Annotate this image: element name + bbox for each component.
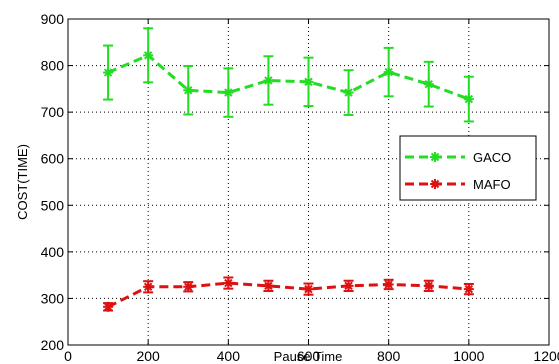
- data-point: [103, 301, 114, 312]
- legend-item: GACO: [405, 150, 511, 165]
- y-tick-label: 200: [41, 337, 65, 353]
- series-layer: [103, 27, 474, 312]
- x-tick-label: 600: [297, 348, 321, 364]
- point-stroke: [384, 67, 393, 77]
- data-point: [183, 85, 194, 96]
- data-point: [343, 87, 354, 98]
- y-tick-label: 700: [41, 104, 65, 120]
- data-point: [263, 280, 274, 291]
- data-point: [183, 281, 194, 292]
- point-stroke: [464, 94, 474, 104]
- data-point: [383, 279, 394, 290]
- point-stroke: [304, 284, 313, 294]
- data-point: [430, 179, 440, 189]
- legend-label: MAFO: [473, 177, 511, 192]
- point-stroke: [184, 282, 193, 291]
- y-tick-label: 500: [41, 197, 65, 213]
- legend-label: GACO: [473, 150, 511, 165]
- data-point: [423, 280, 434, 291]
- y-axis-label: COST(TIME): [15, 144, 30, 220]
- data-point: [223, 87, 234, 98]
- point-stroke: [143, 51, 153, 60]
- data-point: [223, 278, 234, 289]
- point-stroke: [344, 281, 353, 291]
- x-tick-label: 1000: [453, 348, 484, 364]
- y-tick-label: 800: [41, 58, 65, 74]
- legend-box: [399, 135, 537, 201]
- y-tick-label: 900: [41, 11, 65, 27]
- legend: GACO MAFO: [399, 135, 537, 201]
- point-stroke: [424, 281, 433, 291]
- data-point: [430, 152, 440, 162]
- point-stroke: [464, 284, 474, 294]
- point-stroke: [424, 79, 433, 89]
- x-tick-label: 1200: [533, 348, 559, 364]
- data-point: [383, 67, 394, 78]
- point-stroke: [344, 88, 353, 97]
- point-stroke: [143, 282, 153, 291]
- data-point: [343, 280, 354, 291]
- x-tick-label: 800: [377, 348, 401, 364]
- axis-ticks: 0200400600800100012002003004005006007008…: [41, 11, 559, 364]
- series-line: [107, 281, 469, 309]
- point-stroke: [103, 302, 113, 312]
- point-stroke: [224, 278, 233, 288]
- data-point: [303, 76, 314, 87]
- data-point: [103, 67, 114, 78]
- series-mafo: [103, 276, 474, 312]
- point-stroke: [264, 281, 273, 291]
- y-tick-label: 300: [41, 290, 65, 306]
- data-point: [263, 75, 274, 86]
- series-line: [107, 53, 470, 101]
- data-point: [143, 281, 154, 292]
- x-tick-label: 400: [217, 348, 241, 364]
- point-stroke: [184, 86, 193, 95]
- legend-item: MAFO: [405, 177, 511, 192]
- x-tick-label: 200: [136, 348, 160, 364]
- point-stroke: [384, 280, 393, 289]
- point-stroke: [224, 88, 233, 97]
- point-stroke: [304, 77, 313, 87]
- y-tick-label: 600: [41, 151, 65, 167]
- data-point: [143, 50, 154, 61]
- data-point: [303, 284, 314, 295]
- point-stroke: [430, 179, 440, 189]
- x-tick-label: 0: [64, 348, 72, 364]
- data-point: [423, 79, 434, 90]
- data-point: [463, 284, 474, 295]
- series-gaco: [103, 27, 474, 123]
- point-stroke: [103, 68, 113, 77]
- point-stroke: [430, 152, 440, 162]
- point-stroke: [264, 76, 273, 85]
- y-tick-label: 400: [41, 244, 65, 260]
- data-point: [463, 94, 474, 105]
- x-axis-label: Pause Time: [274, 349, 343, 364]
